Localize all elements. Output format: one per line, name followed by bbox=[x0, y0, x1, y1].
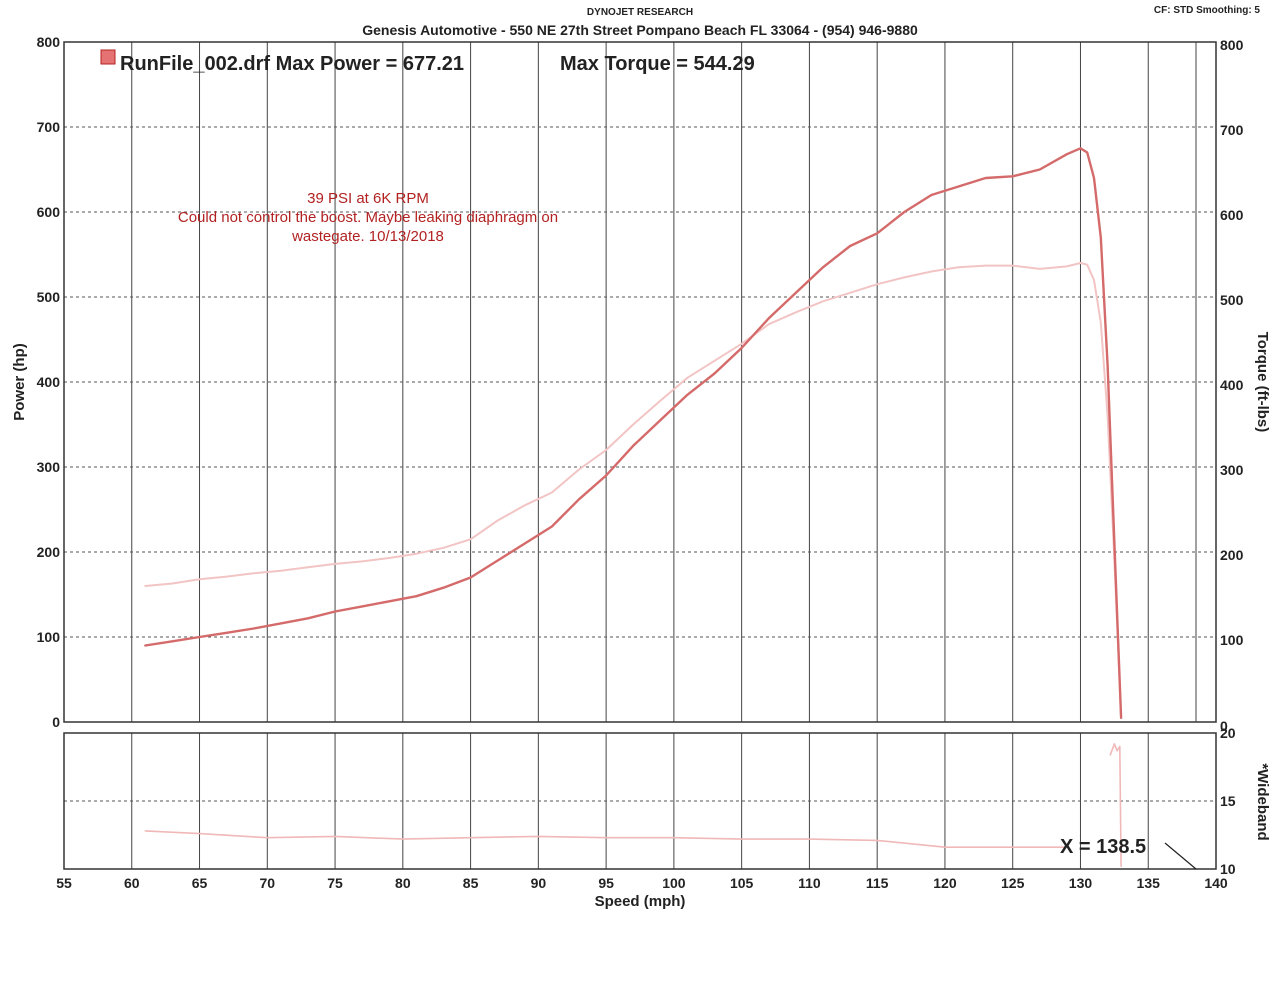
main-plot-frame bbox=[63, 41, 1217, 723]
y-tick-label: 100 bbox=[37, 629, 61, 645]
power-legend-swatch bbox=[100, 49, 116, 65]
y2-tick-label: 800 bbox=[1220, 37, 1244, 53]
y-tick-label: 500 bbox=[37, 289, 61, 305]
x-tick-label: 90 bbox=[531, 875, 547, 891]
y2-tick-label: 0 bbox=[1220, 718, 1228, 734]
series-group bbox=[144, 147, 1123, 868]
wideband-tick-label: 15 bbox=[1220, 793, 1236, 809]
wideband-grid bbox=[64, 733, 1216, 869]
x-tick-label: 70 bbox=[260, 875, 276, 891]
cursor-pointer-line bbox=[1164, 842, 1197, 870]
y-tick-label: 400 bbox=[37, 374, 61, 390]
x-tick-label: 75 bbox=[327, 875, 343, 891]
x-tick-label: 140 bbox=[1204, 875, 1228, 891]
shop-title: Genesis Automotive - 550 NE 27th Street … bbox=[362, 22, 918, 38]
x-tick-label: 135 bbox=[1137, 875, 1161, 891]
x-tick-label: 125 bbox=[1001, 875, 1025, 891]
y-tick-label: 200 bbox=[37, 544, 61, 560]
tick-labels: 55 60 65 70 75 80 85 90 95 100 105 110 115 120 125 130 1… bbox=[37, 34, 1244, 891]
wideband-line bbox=[144, 830, 1068, 849]
x-tick-label: 120 bbox=[933, 875, 957, 891]
x-tick-label: 115 bbox=[866, 875, 889, 891]
torque-line bbox=[144, 262, 1123, 719]
y2-tick-label: 300 bbox=[1220, 462, 1244, 478]
x-tick-label: 110 bbox=[798, 875, 821, 891]
annotation-line-3: wastegate. 10/13/2018 bbox=[291, 228, 444, 245]
cf-info: CF: STD Smoothing: 5 bbox=[1154, 5, 1261, 16]
wideband-spike-line bbox=[1109, 743, 1122, 868]
cursor-label: X = 138.5 bbox=[1060, 836, 1146, 858]
legend-run-text: RunFile_002.drf Max Power = 677.21 bbox=[120, 53, 464, 75]
x-tick-label: 55 bbox=[56, 875, 72, 891]
x-tick-label: 60 bbox=[124, 875, 140, 891]
y-axis-label: Power (hp) bbox=[11, 343, 28, 421]
annotation-line-2: Could not control the boost. Maybe leaki… bbox=[178, 209, 558, 226]
x-tick-label: 130 bbox=[1069, 875, 1093, 891]
y-tick-label: 0 bbox=[52, 714, 60, 730]
power-line bbox=[144, 147, 1123, 719]
legend-torque-text: Max Torque = 544.29 bbox=[560, 53, 755, 75]
x-tick-label: 95 bbox=[598, 875, 614, 891]
x-tick-label: 100 bbox=[662, 875, 686, 891]
x-tick-label: 80 bbox=[395, 875, 411, 891]
y-tick-label: 700 bbox=[37, 119, 61, 135]
x-tick-label: 85 bbox=[463, 875, 479, 891]
x-axis-label: Speed (mph) bbox=[595, 893, 686, 910]
y2-tick-label: 400 bbox=[1220, 377, 1244, 393]
wideband-plot-frame bbox=[63, 732, 1217, 870]
wideband-axis-label: *Wideband bbox=[1254, 763, 1271, 840]
y2-tick-label: 600 bbox=[1220, 207, 1244, 223]
y2-tick-label: 500 bbox=[1220, 292, 1244, 308]
y2-axis-label: Torque (ft-lbs) bbox=[1254, 332, 1271, 433]
y2-tick-label: 700 bbox=[1220, 122, 1244, 138]
wideband-tick-label: 10 bbox=[1220, 861, 1236, 877]
y2-tick-label: 100 bbox=[1220, 632, 1244, 648]
y-tick-label: 600 bbox=[37, 204, 61, 220]
main-grid bbox=[64, 42, 1216, 722]
y-tick-label: 800 bbox=[37, 34, 61, 50]
wideband-tick-label: 20 bbox=[1220, 725, 1236, 741]
annotation-line-1: 39 PSI at 6K RPM bbox=[307, 190, 429, 207]
y-tick-label: 300 bbox=[37, 459, 61, 475]
brand-title: DYNOJET RESEARCH bbox=[587, 7, 693, 18]
x-tick-label: 105 bbox=[730, 875, 754, 891]
y2-tick-label: 200 bbox=[1220, 547, 1244, 563]
x-tick-label: 65 bbox=[192, 875, 208, 891]
